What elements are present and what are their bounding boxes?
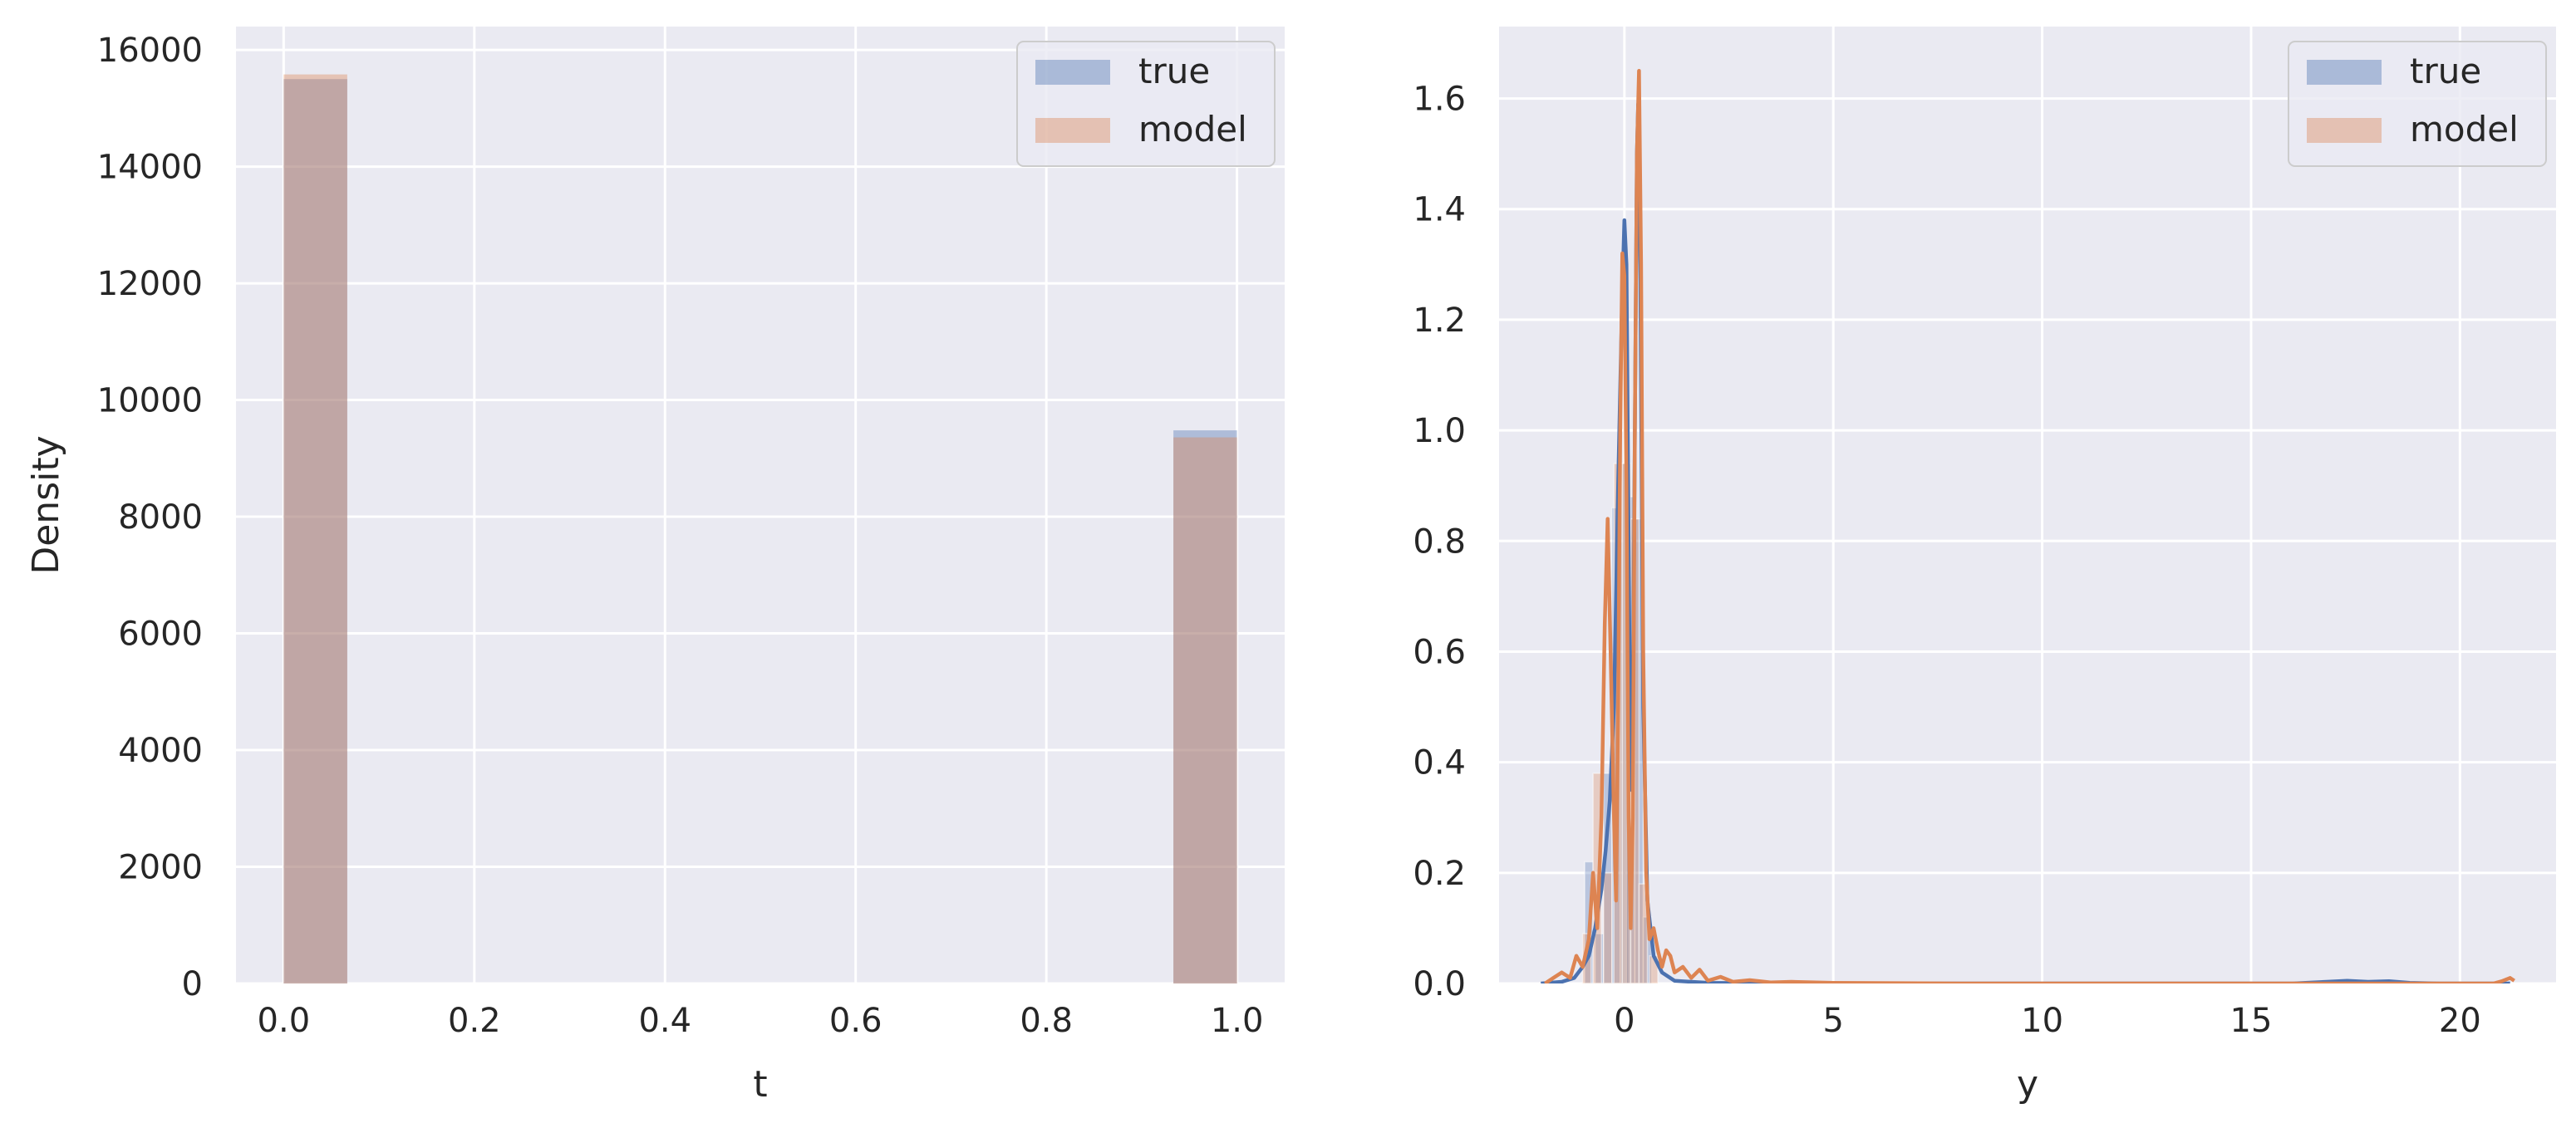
y-tick-label-1: 2000	[118, 849, 203, 887]
y-tick-label-7: 1.4	[1413, 191, 1466, 229]
y-tick-label-6: 12000	[97, 265, 203, 303]
y-tick-label-2: 4000	[118, 732, 203, 770]
y-tick-label-4: 8000	[118, 498, 203, 537]
x-tick-label-5: 1.0	[1211, 1002, 1264, 1040]
bar-model-1	[1173, 437, 1237, 983]
legend-swatch-true	[1035, 60, 1110, 85]
x-tick-label-4: 20	[2439, 1002, 2481, 1040]
y-tick-label-2: 0.4	[1413, 744, 1466, 782]
y-tick-label-3: 6000	[118, 616, 203, 654]
bar-true-1	[1173, 430, 1237, 983]
x-tick-label-4: 0.8	[1020, 1002, 1073, 1040]
x-tick-label-2: 10	[2021, 1002, 2063, 1040]
legend-label-true: true	[1138, 51, 1210, 91]
hist-bar-model-2	[1602, 872, 1613, 983]
x-tick-label-2: 0.4	[638, 1002, 691, 1040]
x-tick-label-0: 0.0	[258, 1002, 311, 1040]
plot-background	[236, 27, 1285, 983]
bar-true-0	[283, 79, 347, 983]
x-tick-label-3: 0.6	[829, 1002, 882, 1040]
legend-label-true: true	[2410, 51, 2481, 91]
y-tick-label-4: 0.8	[1413, 522, 1466, 561]
x-axis-label: y	[2017, 1063, 2038, 1106]
plot-area	[283, 74, 1237, 983]
x-tick-label-1: 5	[1822, 1002, 1843, 1040]
y-tick-label-3: 0.6	[1413, 633, 1466, 671]
y-tick-label-1: 0.2	[1413, 855, 1466, 893]
y-tick-label-8: 1.6	[1413, 81, 1466, 119]
histogram-t-panel: 0.0 0.2 0.4 0.6 0.8 1.0 0 2000 4000 6000 8000 10000…	[25, 27, 1285, 1106]
legend-label-model: model	[2410, 109, 2519, 150]
bar-model-0	[283, 74, 347, 983]
legend-box	[1016, 41, 1276, 167]
plot-background	[1499, 27, 2556, 983]
legend-swatch-model	[1035, 118, 1110, 143]
plot-area	[1541, 69, 2515, 983]
y-axis-label: Density	[25, 435, 67, 574]
y-tick-label-0: 0	[182, 965, 203, 1003]
legend-box	[2288, 41, 2547, 167]
y-tick-label-8: 16000	[97, 32, 203, 70]
legend-swatch-model	[2307, 118, 2382, 143]
y-tick-label-5: 1.0	[1413, 412, 1466, 450]
y-tick-label-0: 0.0	[1413, 965, 1466, 1003]
legend: true model	[1016, 41, 1276, 167]
y-tick-label-6: 1.2	[1413, 302, 1466, 340]
x-axis-label: t	[753, 1063, 767, 1106]
kde-line-model	[1544, 69, 2515, 983]
y-tick-label-5: 10000	[97, 382, 203, 420]
x-tick-label-3: 15	[2230, 1002, 2273, 1040]
y-tick-label-7: 14000	[97, 149, 203, 187]
legend-label-model: model	[1138, 109, 1247, 150]
legend-swatch-true	[2307, 60, 2382, 85]
x-tick-label-1: 0.2	[448, 1002, 501, 1040]
x-tick-label-0: 0	[1614, 1002, 1635, 1040]
density-y-panel: 0 5 10 15 20 0.0 0.2 0.4 0.6 0.8 1.0 1.2 1.4 1.6 y true…	[1413, 27, 2556, 1106]
legend: true model	[2288, 41, 2547, 167]
